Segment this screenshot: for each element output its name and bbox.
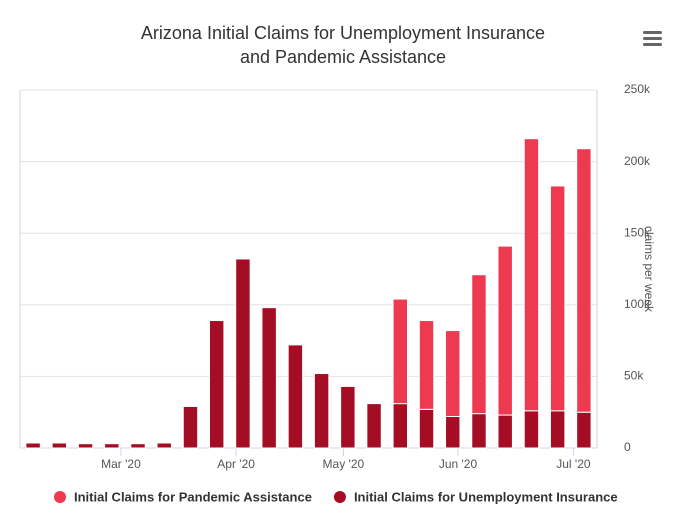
chart-subtitle: and Pandemic Assistance <box>240 47 446 67</box>
bar <box>523 138 540 412</box>
bar <box>340 385 356 449</box>
bar <box>549 410 566 449</box>
bar <box>418 320 435 410</box>
menu-bar <box>643 43 662 46</box>
bar <box>208 320 225 449</box>
chart-title: Arizona Initial Claims for Unemployment … <box>141 23 545 43</box>
legend-marker[interactable] <box>54 491 66 503</box>
menu-button[interactable] <box>643 31 662 46</box>
x-tick-label: Mar '20 <box>101 457 141 471</box>
bar <box>77 443 94 449</box>
bar <box>25 442 41 449</box>
bar <box>392 298 409 405</box>
menu-bar <box>643 31 662 34</box>
y-tick-label: 100k <box>624 297 651 311</box>
bar <box>392 403 409 449</box>
bar <box>445 415 461 449</box>
legend-label[interactable]: Initial Claims for Unemployment Insuranc… <box>354 489 618 504</box>
legend-label[interactable]: Initial Claims for Pandemic Assistance <box>74 489 312 504</box>
bar <box>445 330 461 417</box>
x-tick-label: Jun '20 <box>439 457 478 471</box>
bar <box>104 443 120 449</box>
bar <box>156 442 172 449</box>
bar <box>261 307 277 449</box>
x-tick-label: Jul '20 <box>556 457 591 471</box>
bar <box>287 344 304 449</box>
bar <box>313 373 330 449</box>
bar <box>497 245 513 416</box>
legend-marker[interactable] <box>333 491 346 503</box>
bar <box>182 405 199 449</box>
y-tick-label: 50k <box>624 369 644 383</box>
bar <box>471 413 487 449</box>
bar <box>549 185 566 412</box>
bar <box>130 443 146 449</box>
x-tick-label: May '20 <box>323 457 365 471</box>
y-tick-label: 250k <box>624 82 651 96</box>
bar <box>51 442 68 449</box>
bar <box>576 411 592 449</box>
y-tick-label: 0 <box>624 440 631 454</box>
bar <box>418 408 435 449</box>
bar <box>523 410 540 449</box>
bar <box>576 148 592 413</box>
bar <box>497 414 513 449</box>
bar <box>235 258 251 449</box>
y-axis-title: claims per week <box>642 226 656 313</box>
y-tick-label: 200k <box>624 154 651 168</box>
x-tick-label: Apr '20 <box>217 457 255 471</box>
bar <box>366 403 382 449</box>
menu-bar <box>643 37 662 40</box>
y-tick-label: 150k <box>624 225 651 239</box>
bar <box>471 274 487 415</box>
